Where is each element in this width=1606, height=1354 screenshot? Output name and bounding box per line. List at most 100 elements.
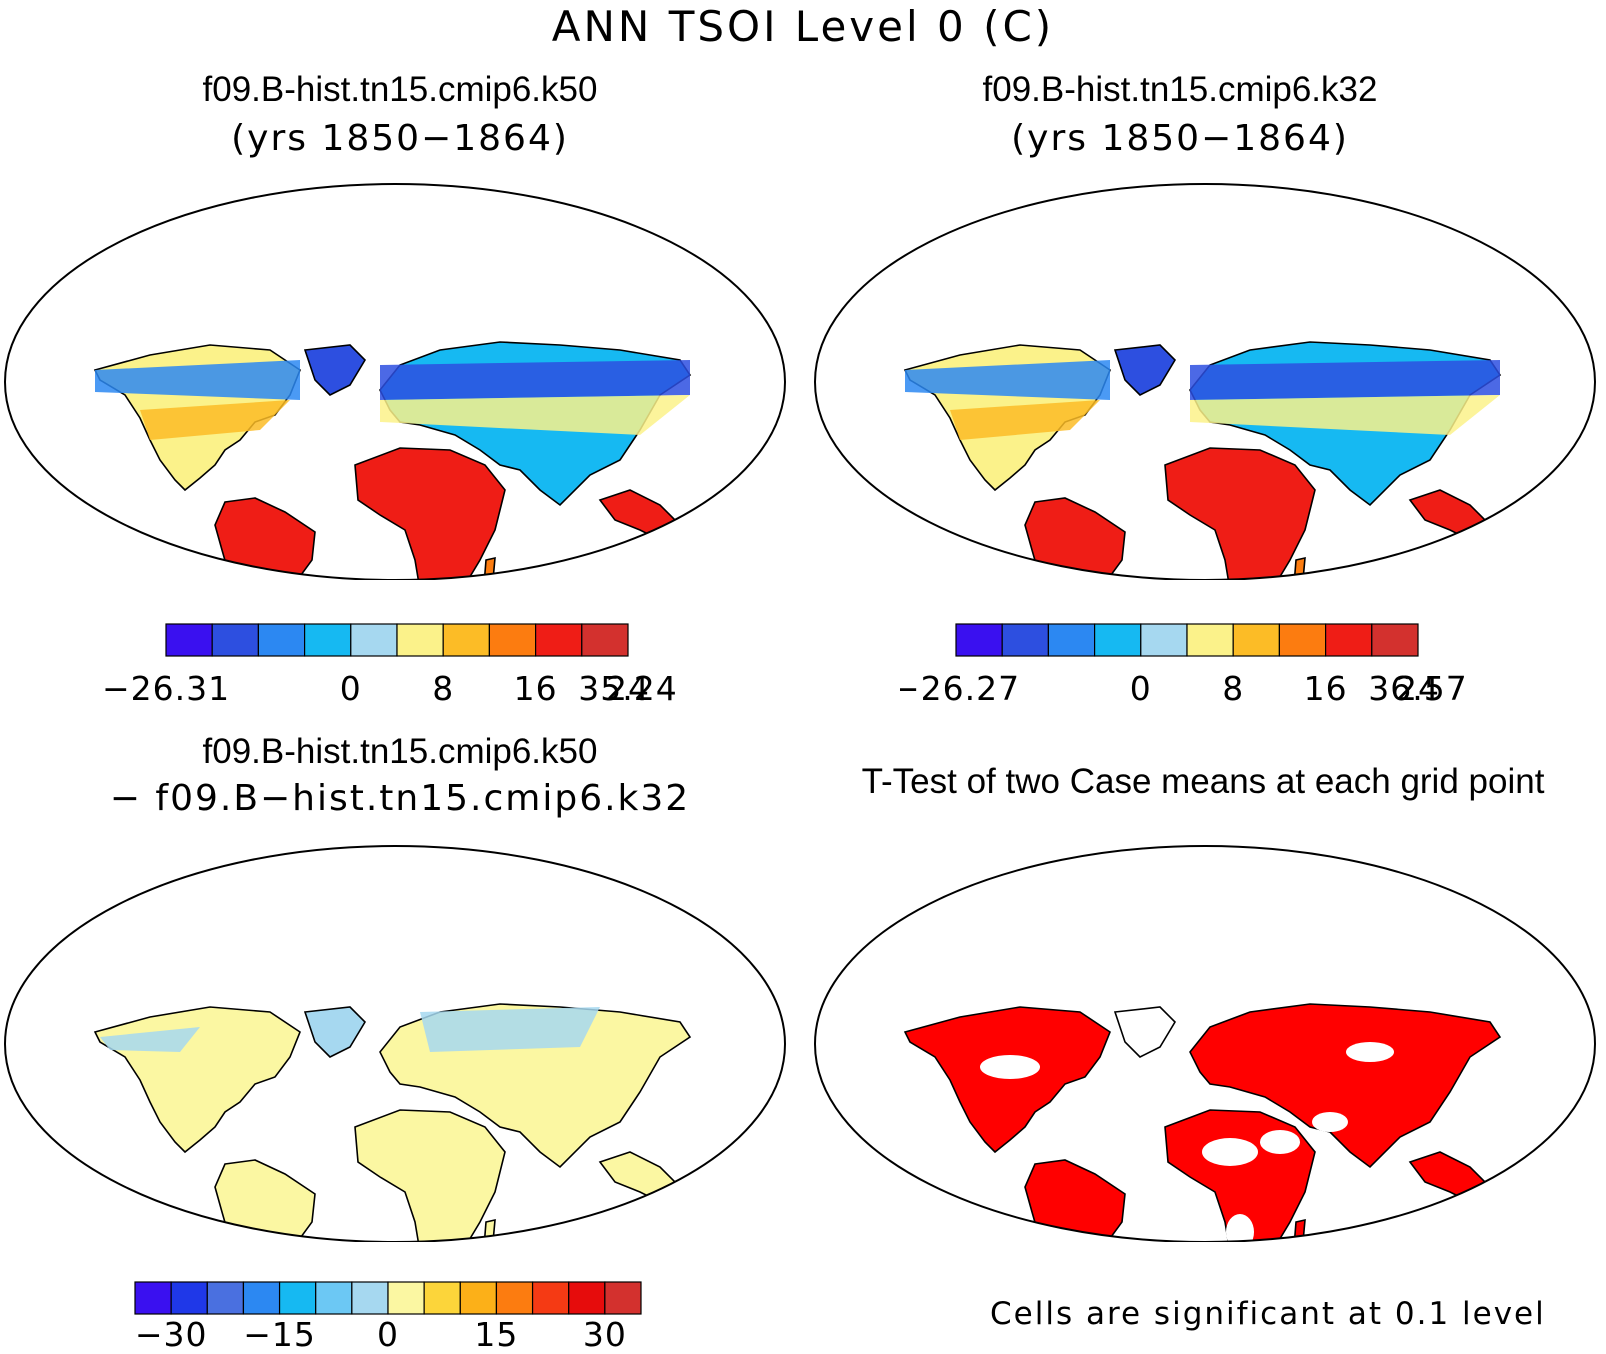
insignificant-region bbox=[1260, 1130, 1300, 1154]
colorbar-tick-label: 15 bbox=[474, 1315, 518, 1354]
colorbar-tick-label: 30 bbox=[583, 1315, 627, 1354]
colorbar-tick-label: 24 bbox=[1396, 669, 1440, 708]
field-band bbox=[905, 360, 1110, 400]
continent-northAmerica bbox=[903, 1006, 1111, 1154]
colorbar-bin bbox=[1140, 623, 1188, 657]
panel-subtitle-diff: − f09.B−hist.tn15.cmip6.k32 bbox=[109, 778, 691, 819]
colorbar-tick-label: −26.31 bbox=[102, 669, 230, 708]
colorbar-bin bbox=[955, 623, 1003, 657]
field-band bbox=[950, 400, 1100, 440]
colorbar-bin bbox=[1001, 623, 1049, 657]
map-boundary bbox=[4, 183, 786, 580]
field-band bbox=[380, 395, 690, 435]
map-case2 bbox=[814, 183, 1596, 580]
field-band bbox=[420, 1007, 600, 1052]
continent-seAsia bbox=[1408, 489, 1532, 553]
colorbar-bin bbox=[442, 623, 491, 657]
map-diff bbox=[4, 845, 786, 1242]
field-band bbox=[140, 400, 290, 440]
continent-australia bbox=[631, 1216, 713, 1242]
figure-title: ANN TSOI Level 0 (C) bbox=[551, 2, 1055, 51]
panel-title-case1: f09.B-hist.tn15.cmip6.k50 bbox=[202, 70, 598, 109]
colorbar-bin bbox=[278, 1281, 317, 1315]
colorbar-bin bbox=[1047, 623, 1096, 657]
colorbar-tick-label: 16 bbox=[514, 669, 558, 708]
continent-seAsia bbox=[598, 489, 722, 553]
insignificant-region bbox=[1312, 1112, 1348, 1132]
continent-africa bbox=[354, 447, 506, 580]
continent-madagascar bbox=[483, 1218, 496, 1242]
colorbar-bin bbox=[351, 1281, 389, 1315]
panel-title-ttest: T-Test of two Case means at each grid po… bbox=[861, 762, 1545, 801]
continent-africa bbox=[354, 1109, 506, 1242]
insignificant-region bbox=[1346, 1042, 1394, 1062]
colorbar-tick-label: −15 bbox=[243, 1315, 316, 1354]
colorbar-bin bbox=[165, 623, 213, 657]
continent-seAsia bbox=[598, 1151, 722, 1215]
insignificant-region bbox=[980, 1055, 1040, 1079]
field-band bbox=[100, 1027, 200, 1052]
panel-subtitle-case1: (yrs 1850−1864) bbox=[231, 118, 569, 159]
colorbar-bin bbox=[304, 623, 352, 657]
colorbar-tick-label: 0 bbox=[377, 1315, 399, 1354]
field-band bbox=[380, 360, 690, 400]
continent-madagascar bbox=[483, 556, 496, 580]
continent-greenland bbox=[303, 1006, 367, 1058]
panel-title-diff: f09.B-hist.tn15.cmip6.k50 bbox=[202, 732, 598, 771]
colorbar-tick-label: 0 bbox=[1130, 669, 1152, 708]
colorbar-tick-label: 8 bbox=[1222, 669, 1244, 708]
continent-africa bbox=[1164, 447, 1316, 580]
colorbar-bin bbox=[1186, 623, 1234, 657]
colorbar-tick-label: 36.57 bbox=[1368, 669, 1467, 708]
colorbar-tick-label: −26.27 bbox=[900, 669, 1020, 708]
colorbar-bin bbox=[134, 1281, 172, 1315]
continent-australia bbox=[631, 554, 713, 580]
colorbar-bin bbox=[1094, 623, 1142, 657]
field-band bbox=[1190, 395, 1500, 435]
field-band bbox=[95, 360, 300, 400]
colorbar-bin bbox=[242, 1281, 281, 1315]
continent-greenland bbox=[303, 344, 367, 396]
colorbar-tick-label: 8 bbox=[432, 669, 454, 708]
colorbar-tick-label: 24 bbox=[606, 669, 650, 708]
continent-greenland bbox=[1113, 344, 1177, 396]
map-boundary bbox=[814, 183, 1596, 580]
colorbar-bin bbox=[396, 623, 444, 657]
map-case1 bbox=[4, 183, 786, 580]
colorbar-bin bbox=[495, 1281, 534, 1315]
insignificant-region bbox=[1202, 1138, 1258, 1166]
colorbar-bin bbox=[387, 1281, 425, 1315]
colorbar-bin bbox=[1371, 623, 1419, 657]
map-boundary bbox=[814, 845, 1596, 1242]
continent-madagascar bbox=[1293, 556, 1306, 580]
continent-seAsia bbox=[1408, 1151, 1532, 1215]
continent-australia bbox=[1441, 554, 1523, 580]
colorbar-bin bbox=[535, 623, 583, 657]
colorbar-bin bbox=[604, 1281, 642, 1315]
colorbar-bin bbox=[211, 623, 259, 657]
colorbar-bin bbox=[459, 1281, 498, 1315]
panel-title-case2: f09.B-hist.tn15.cmip6.k32 bbox=[982, 70, 1378, 109]
colorbar-bin bbox=[315, 1281, 353, 1315]
map-boundary bbox=[4, 845, 786, 1242]
continent-madagascar bbox=[1293, 1218, 1306, 1242]
colorbar-bin bbox=[1325, 623, 1373, 657]
colorbar-bin bbox=[170, 1281, 208, 1315]
colorbar-bin bbox=[1232, 623, 1281, 657]
map-ttest bbox=[814, 845, 1596, 1242]
continent-australia bbox=[1441, 1216, 1523, 1242]
colorbar-diff: −30 −15 0 15 30 bbox=[134, 1281, 642, 1354]
colorbar-bin bbox=[423, 1281, 461, 1315]
continent-greenland bbox=[1113, 1006, 1177, 1058]
colorbar-tick-label: 0 bbox=[340, 669, 362, 708]
continent-eurasia bbox=[1189, 1003, 1502, 1169]
colorbar-bin bbox=[568, 1281, 606, 1315]
colorbar-tick-label: 35.24 bbox=[578, 669, 677, 708]
colorbar-bin bbox=[350, 623, 398, 657]
colorbar-bin bbox=[1278, 623, 1327, 657]
field-band bbox=[1190, 360, 1500, 400]
significance-note: Cells are significant at 0.1 level bbox=[990, 1296, 1546, 1332]
colorbar-bin bbox=[531, 1281, 570, 1315]
